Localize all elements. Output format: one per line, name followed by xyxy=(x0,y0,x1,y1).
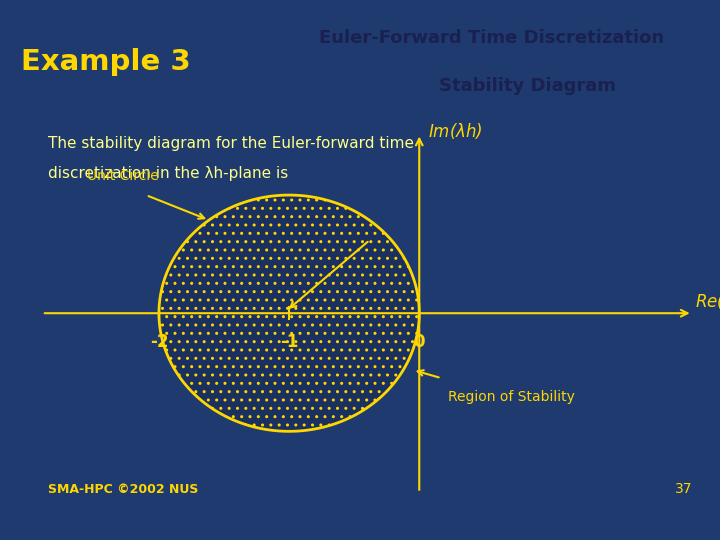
Polygon shape xyxy=(159,195,419,431)
Text: Euler-Forward Time Discretization: Euler-Forward Time Discretization xyxy=(319,29,664,48)
Text: Stability Diagram: Stability Diagram xyxy=(439,77,616,95)
Text: Im($\lambda h$): Im($\lambda h$) xyxy=(428,122,483,141)
Text: -1: -1 xyxy=(280,333,298,352)
Text: Example 3: Example 3 xyxy=(22,49,191,76)
Text: Region of Stability: Region of Stability xyxy=(448,390,575,404)
Text: SMA-HPC ©2002 NUS: SMA-HPC ©2002 NUS xyxy=(48,483,199,496)
Text: discretization in the λh-plane is: discretization in the λh-plane is xyxy=(48,166,289,180)
Text: Re($\lambda h$): Re($\lambda h$) xyxy=(696,292,720,312)
Text: -2: -2 xyxy=(150,333,168,352)
Text: 0: 0 xyxy=(413,333,425,352)
Text: 37: 37 xyxy=(675,482,693,496)
Text: The stability diagram for the Euler-forward time: The stability diagram for the Euler-forw… xyxy=(48,136,414,151)
Text: Unit Circle: Unit Circle xyxy=(87,169,159,183)
